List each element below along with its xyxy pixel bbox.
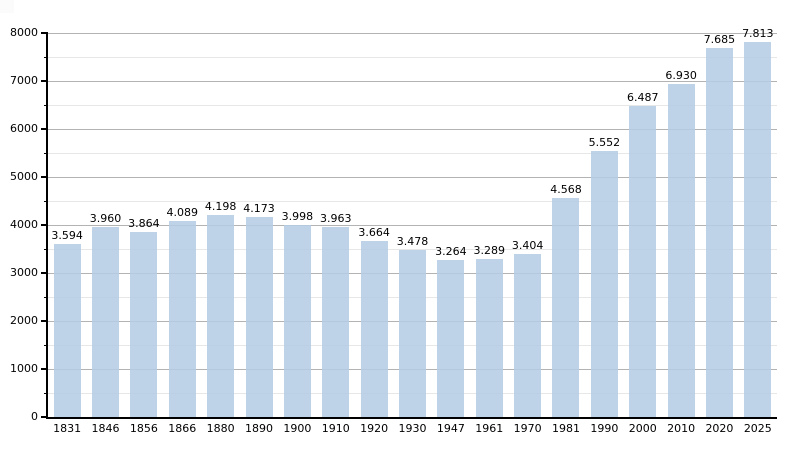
x-tick-label: 1910 bbox=[321, 422, 350, 435]
x-tick-label: 2000 bbox=[628, 422, 657, 435]
gridline-major bbox=[48, 225, 777, 226]
y-tick-label: 4000 bbox=[10, 218, 38, 231]
x-tick-label: 1947 bbox=[436, 422, 465, 435]
x-tick-label: 1856 bbox=[129, 422, 158, 435]
y-axis-line bbox=[46, 33, 48, 419]
y-major-tick bbox=[41, 32, 48, 34]
bar-value-label: 3.864 bbox=[128, 216, 160, 230]
x-tick-label: 1970 bbox=[513, 422, 542, 435]
bar-value-label: 3.963 bbox=[320, 211, 352, 225]
bar bbox=[705, 48, 733, 417]
bar-value-label: 6.487 bbox=[626, 90, 659, 104]
x-tick-label: 1990 bbox=[590, 422, 619, 435]
x-tick-label: 1961 bbox=[475, 422, 504, 435]
x-axis-line bbox=[46, 417, 777, 419]
x-tick-label: 1930 bbox=[398, 422, 427, 435]
bar bbox=[53, 244, 81, 417]
bar-value-label: 6.930 bbox=[665, 69, 697, 83]
bar bbox=[92, 226, 120, 417]
bar bbox=[744, 41, 772, 417]
x-tick-label: 1831 bbox=[53, 422, 82, 435]
y-tick-label: 8000 bbox=[10, 26, 38, 39]
y-tick-label: 3000 bbox=[10, 266, 38, 279]
y-major-tick bbox=[41, 320, 48, 322]
x-tick-label: 1981 bbox=[551, 422, 580, 435]
x-tick-label: 2025 bbox=[743, 422, 772, 435]
gridline-minor bbox=[48, 153, 777, 154]
bar-value-label: 4.089 bbox=[166, 205, 199, 219]
gridline-minor bbox=[48, 249, 777, 250]
bar-value-label: 4.568 bbox=[550, 182, 582, 196]
bar bbox=[322, 226, 350, 417]
bar-value-label: 3.264 bbox=[435, 245, 467, 259]
bar-value-label: 3.664 bbox=[358, 226, 390, 240]
gridline-major bbox=[48, 33, 777, 34]
bar-value-label: 3.594 bbox=[51, 229, 83, 243]
bar-value-label: 3.998 bbox=[281, 210, 314, 224]
x-tick-label: 1846 bbox=[91, 422, 120, 435]
x-tick-label: 1900 bbox=[283, 422, 312, 435]
bar bbox=[399, 250, 426, 417]
bar-value-label: 5.552 bbox=[588, 135, 621, 149]
y-tick-label: 0 bbox=[31, 410, 38, 423]
y-major-tick bbox=[41, 80, 48, 82]
bar bbox=[245, 216, 273, 417]
bar bbox=[168, 220, 196, 417]
bar bbox=[437, 260, 465, 417]
bar bbox=[475, 259, 503, 417]
bar-value-label: 3.404 bbox=[511, 238, 544, 252]
gridline-major bbox=[48, 129, 777, 130]
x-tick-label: 1920 bbox=[360, 422, 389, 435]
bar bbox=[360, 241, 388, 417]
corner-artifact bbox=[0, 0, 14, 13]
gridline-major bbox=[48, 177, 777, 178]
y-tick-label: 7000 bbox=[10, 74, 38, 87]
x-tick-label: 2010 bbox=[667, 422, 696, 435]
x-tick-label: 2020 bbox=[705, 422, 734, 435]
bar-value-label: 4.198 bbox=[204, 200, 237, 214]
bar-value-label: 4.173 bbox=[243, 201, 275, 215]
gridline-major bbox=[48, 81, 777, 82]
y-major-tick bbox=[41, 416, 48, 418]
y-major-tick bbox=[41, 176, 48, 178]
y-major-tick bbox=[41, 224, 48, 226]
bar-value-label: 3.289 bbox=[473, 244, 505, 258]
bar bbox=[514, 253, 542, 417]
bar bbox=[667, 84, 695, 417]
x-tick-label: 1890 bbox=[245, 422, 274, 435]
y-tick-label: 2000 bbox=[10, 314, 38, 327]
bar bbox=[207, 215, 235, 417]
y-major-tick bbox=[41, 368, 48, 370]
gridline-minor bbox=[48, 201, 777, 202]
y-tick-label: 1000 bbox=[10, 362, 38, 375]
bar-value-label: 3.960 bbox=[89, 211, 122, 225]
bar bbox=[629, 105, 657, 417]
gridline-minor bbox=[48, 105, 777, 106]
bar bbox=[590, 150, 618, 417]
bar-value-label: 7.685 bbox=[703, 33, 736, 47]
bar-value-label: 3.478 bbox=[396, 235, 429, 249]
gridline-minor bbox=[48, 57, 777, 58]
bar bbox=[130, 231, 158, 417]
y-major-tick bbox=[41, 128, 48, 130]
y-major-tick bbox=[41, 272, 48, 274]
y-tick-label: 5000 bbox=[10, 170, 38, 183]
y-tick-label: 6000 bbox=[10, 122, 38, 135]
x-tick-label: 1880 bbox=[206, 422, 235, 435]
bar-value-label: 7.813 bbox=[742, 26, 774, 40]
bar bbox=[283, 225, 311, 417]
x-tick-label: 1866 bbox=[168, 422, 197, 435]
bar bbox=[552, 197, 580, 417]
